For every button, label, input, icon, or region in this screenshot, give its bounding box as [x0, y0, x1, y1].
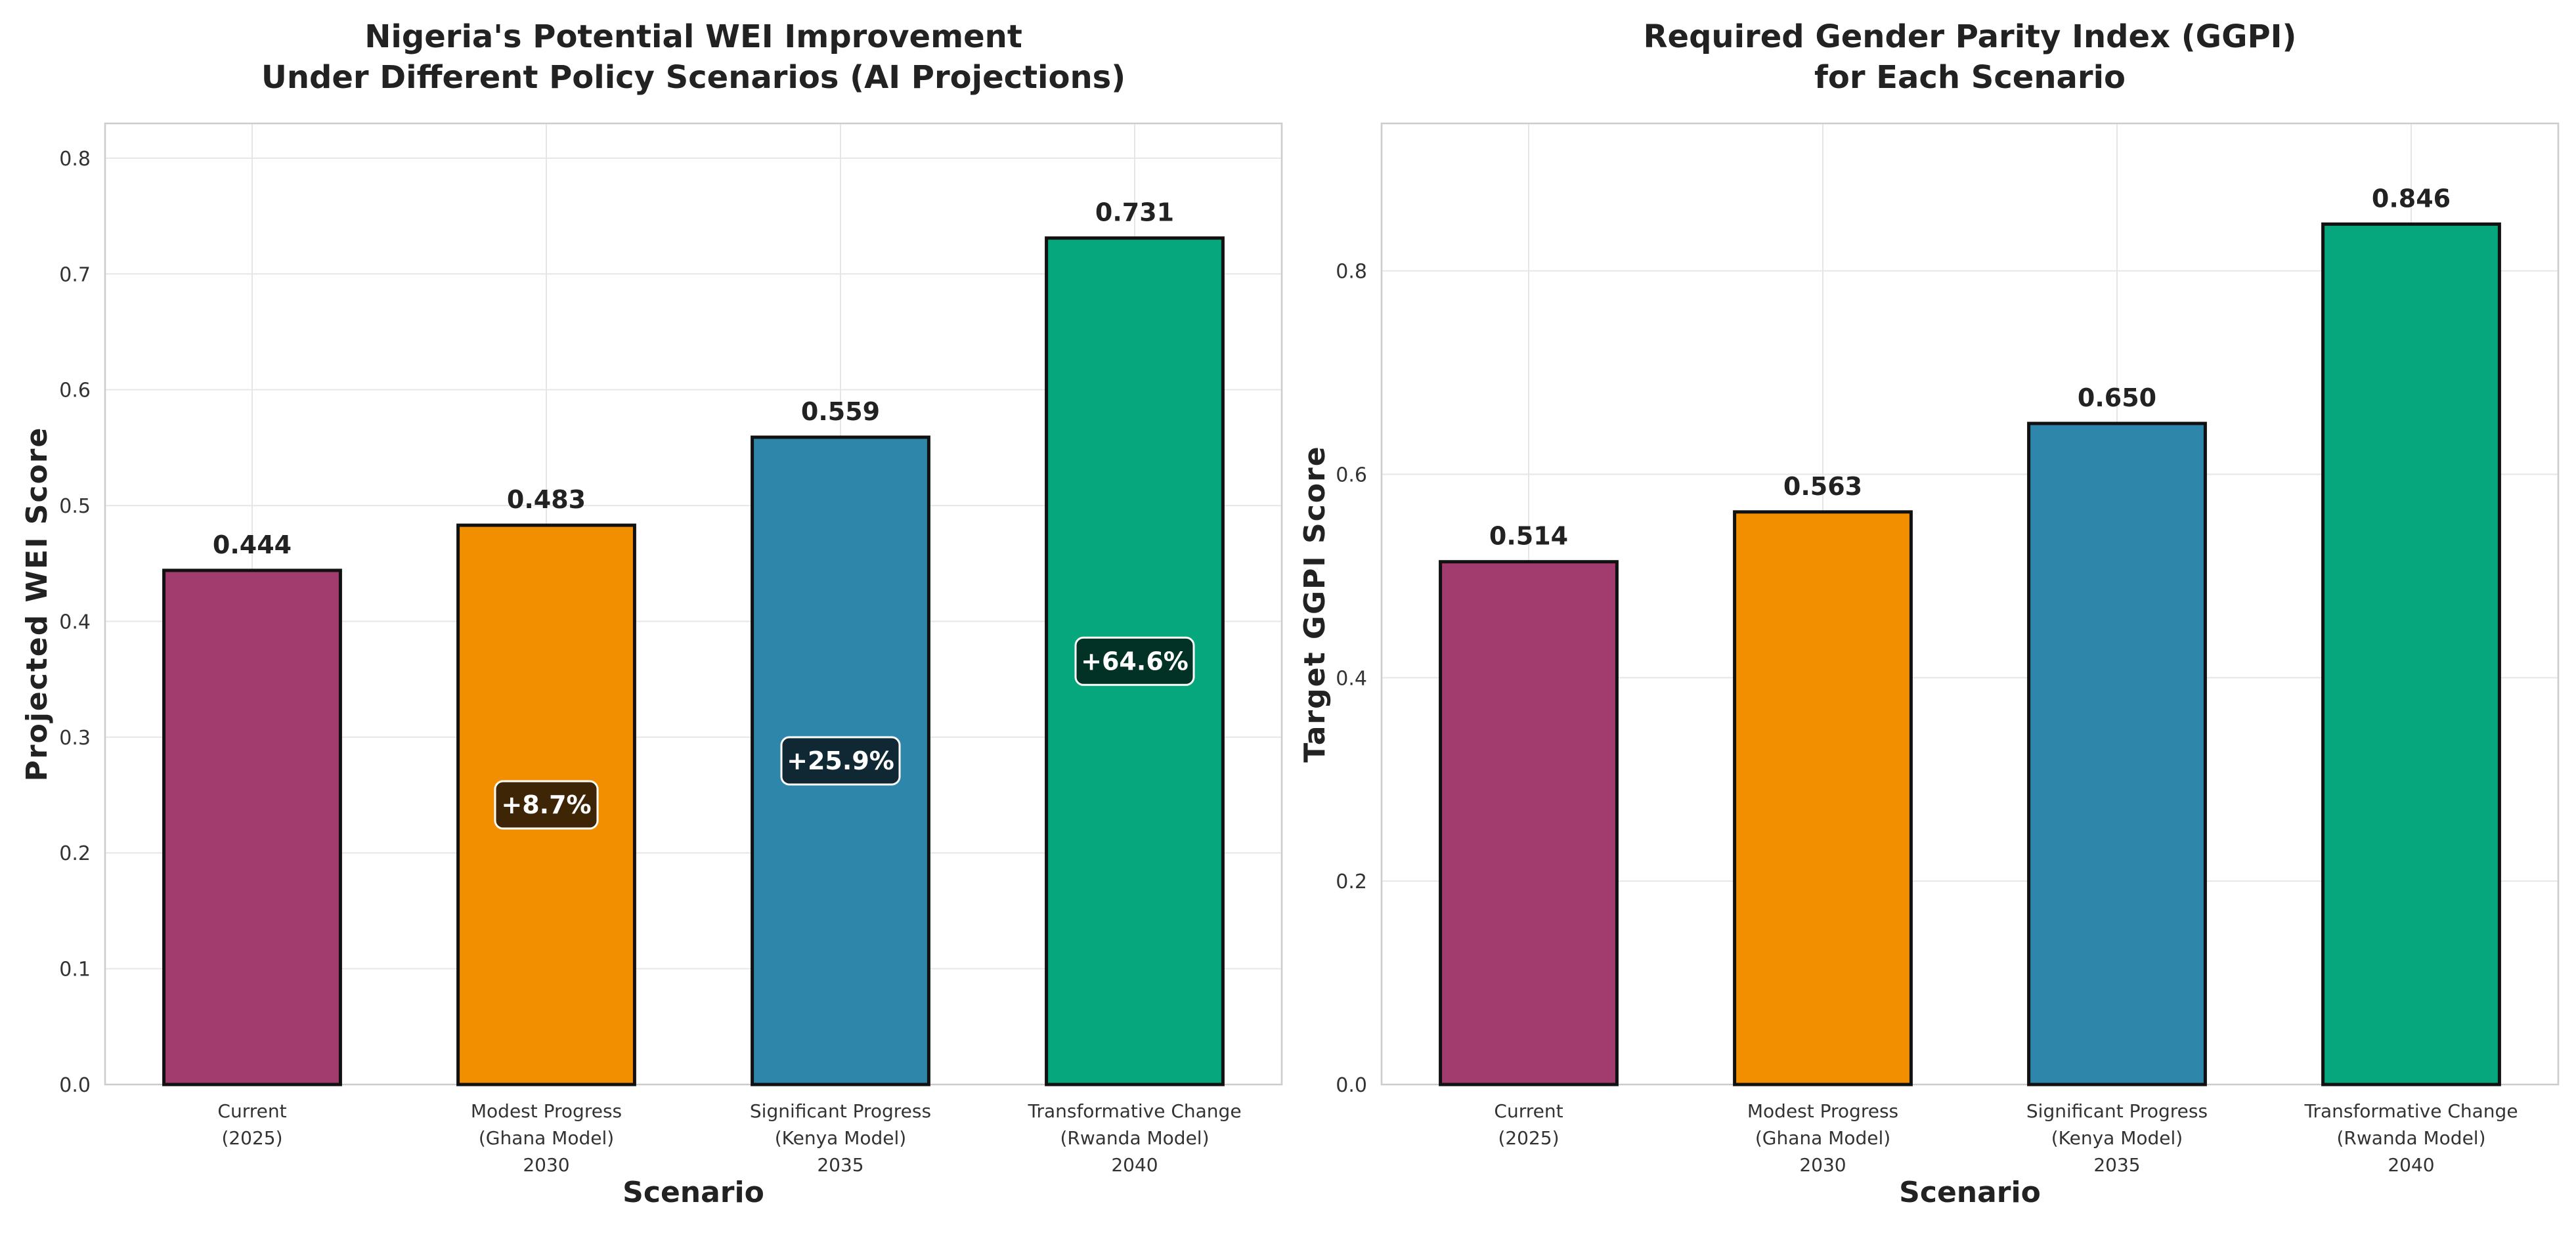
bar: [2027, 421, 2207, 1086]
bar: [162, 569, 342, 1086]
data-label: 0.731: [1095, 198, 1174, 227]
y-axis-label: Target GGPI Score: [1298, 445, 1332, 762]
improvement-badge: [1074, 636, 1195, 686]
chart-title-line: Required Gender Parity Index (GGPI): [1644, 18, 2297, 55]
y-tick-label: 0.4: [1336, 667, 1367, 690]
y-tick-label: 0.2: [1336, 870, 1367, 893]
y-tick-label: 0.1: [59, 958, 91, 981]
y-tick-label: 0.3: [59, 727, 91, 750]
x-tick-label-line: (Kenya Model): [775, 1127, 906, 1149]
chart-title: Nigeria's Potential WEI Improvement Under…: [261, 18, 1125, 96]
x-tick-label-line: 2030: [1799, 1154, 1846, 1176]
data-label: 0.444: [213, 530, 292, 559]
x-tick-label-line: Current: [1494, 1100, 1563, 1122]
x-tick-label-line: Modest Progress: [1747, 1100, 1898, 1122]
x-tick-label-line: Significant Progress: [750, 1100, 931, 1122]
y-tick-label: 0.4: [59, 611, 91, 634]
x-tick-label-line: 2040: [1111, 1154, 1158, 1176]
x-tick-label-line: (2025): [221, 1127, 282, 1149]
improvement-badge: [494, 780, 599, 830]
y-tick-label: 0.2: [59, 842, 91, 865]
data-label: 0.483: [507, 485, 586, 514]
data-label: 0.559: [801, 397, 880, 426]
data-label: 0.514: [1489, 522, 1568, 551]
x-tick-label-line: 2040: [2388, 1154, 2434, 1176]
improvement-label: +64.6%: [1081, 647, 1189, 676]
x-tick-label-line: (Rwanda Model): [1060, 1127, 1209, 1149]
y-tick-label: 0.0: [1336, 1074, 1367, 1097]
x-tick-label-line: 2035: [2093, 1154, 2140, 1176]
chart-panel-1: 0.0 0.1 0.2 0.3 0.4 0.5 0.6 0.7 0.8 0.444 Current (…: [20, 18, 1283, 1209]
x-axis-label: Scenario: [1899, 1176, 2041, 1209]
x-tick-label-line: 2030: [523, 1154, 569, 1176]
x-tick-label-line: (Rwanda Model): [2336, 1127, 2485, 1149]
x-tick-label: Current (2025): [217, 1100, 286, 1149]
data-label: 0.650: [2078, 383, 2156, 412]
chart-title-line: Under Different Policy Scenarios (AI Pro…: [261, 59, 1125, 96]
x-tick-label-line: Transformative Change: [2303, 1100, 2518, 1122]
x-tick-label-line: (Kenya Model): [2051, 1127, 2183, 1149]
x-tick-label-line: (2025): [1498, 1127, 1559, 1149]
x-tick-label-line: Current: [217, 1100, 286, 1122]
y-tick-label: 0.7: [59, 263, 91, 286]
y-tick-label: 0.6: [1336, 463, 1367, 486]
y-tick-label: 0.0: [59, 1074, 91, 1097]
x-tick-label-line: 2035: [817, 1154, 863, 1176]
plot-frame: [104, 122, 1283, 1086]
chart-title-line: for Each Scenario: [1814, 59, 2126, 96]
improvement-label: +25.9%: [787, 746, 894, 775]
plot-frame: [1380, 122, 2560, 1086]
x-tick-label: Significant Progress (Kenya Model) 2035: [2026, 1100, 2208, 1176]
x-tick-label-line: Significant Progress: [2026, 1100, 2208, 1122]
x-tick-label-line: (Ghana Model): [479, 1127, 614, 1149]
y-tick-label: 0.8: [59, 148, 91, 171]
y-tick-label: 0.5: [59, 495, 91, 518]
x-tick-label: Significant Progress (Kenya Model) 2035: [750, 1100, 931, 1176]
data-label: 0.846: [2372, 184, 2451, 213]
chart-title: Required Gender Parity Index (GGPI) for E…: [1644, 18, 2297, 96]
bar: [2321, 222, 2501, 1086]
y-tick-label: 0.8: [1336, 261, 1367, 284]
bar: [1439, 560, 1619, 1086]
x-tick-label-line: (Ghana Model): [1755, 1127, 1890, 1149]
x-tick-label: Modest Progress (Ghana Model) 2030: [471, 1100, 622, 1176]
x-tick-label-line: Transformative Change: [1027, 1100, 1241, 1122]
y-axis-label: Projected WEI Score: [20, 427, 54, 782]
x-tick-label: Transformative Change (Rwanda Model) 2040: [2303, 1100, 2518, 1176]
x-tick-label: Modest Progress (Ghana Model) 2030: [1747, 1100, 1898, 1176]
data-label: 0.563: [1783, 472, 1862, 501]
chart-panel-2: 0.0 0.2 0.4 0.6 0.8 0.514 Current (2025) 0.563 Mo…: [1298, 18, 2560, 1209]
x-tick-label: Current (2025): [1494, 1100, 1563, 1149]
improvement-label: +8.7%: [501, 790, 591, 819]
chart-title-line: Nigeria's Potential WEI Improvement: [364, 18, 1022, 55]
y-tick-label: 0.6: [59, 379, 91, 402]
x-tick-label-line: Modest Progress: [471, 1100, 622, 1122]
bar: [1733, 510, 1913, 1086]
x-axis-label: Scenario: [622, 1176, 764, 1209]
x-tick-label: Transformative Change (Rwanda Model) 2040: [1027, 1100, 1241, 1176]
improvement-badge: [780, 736, 901, 786]
